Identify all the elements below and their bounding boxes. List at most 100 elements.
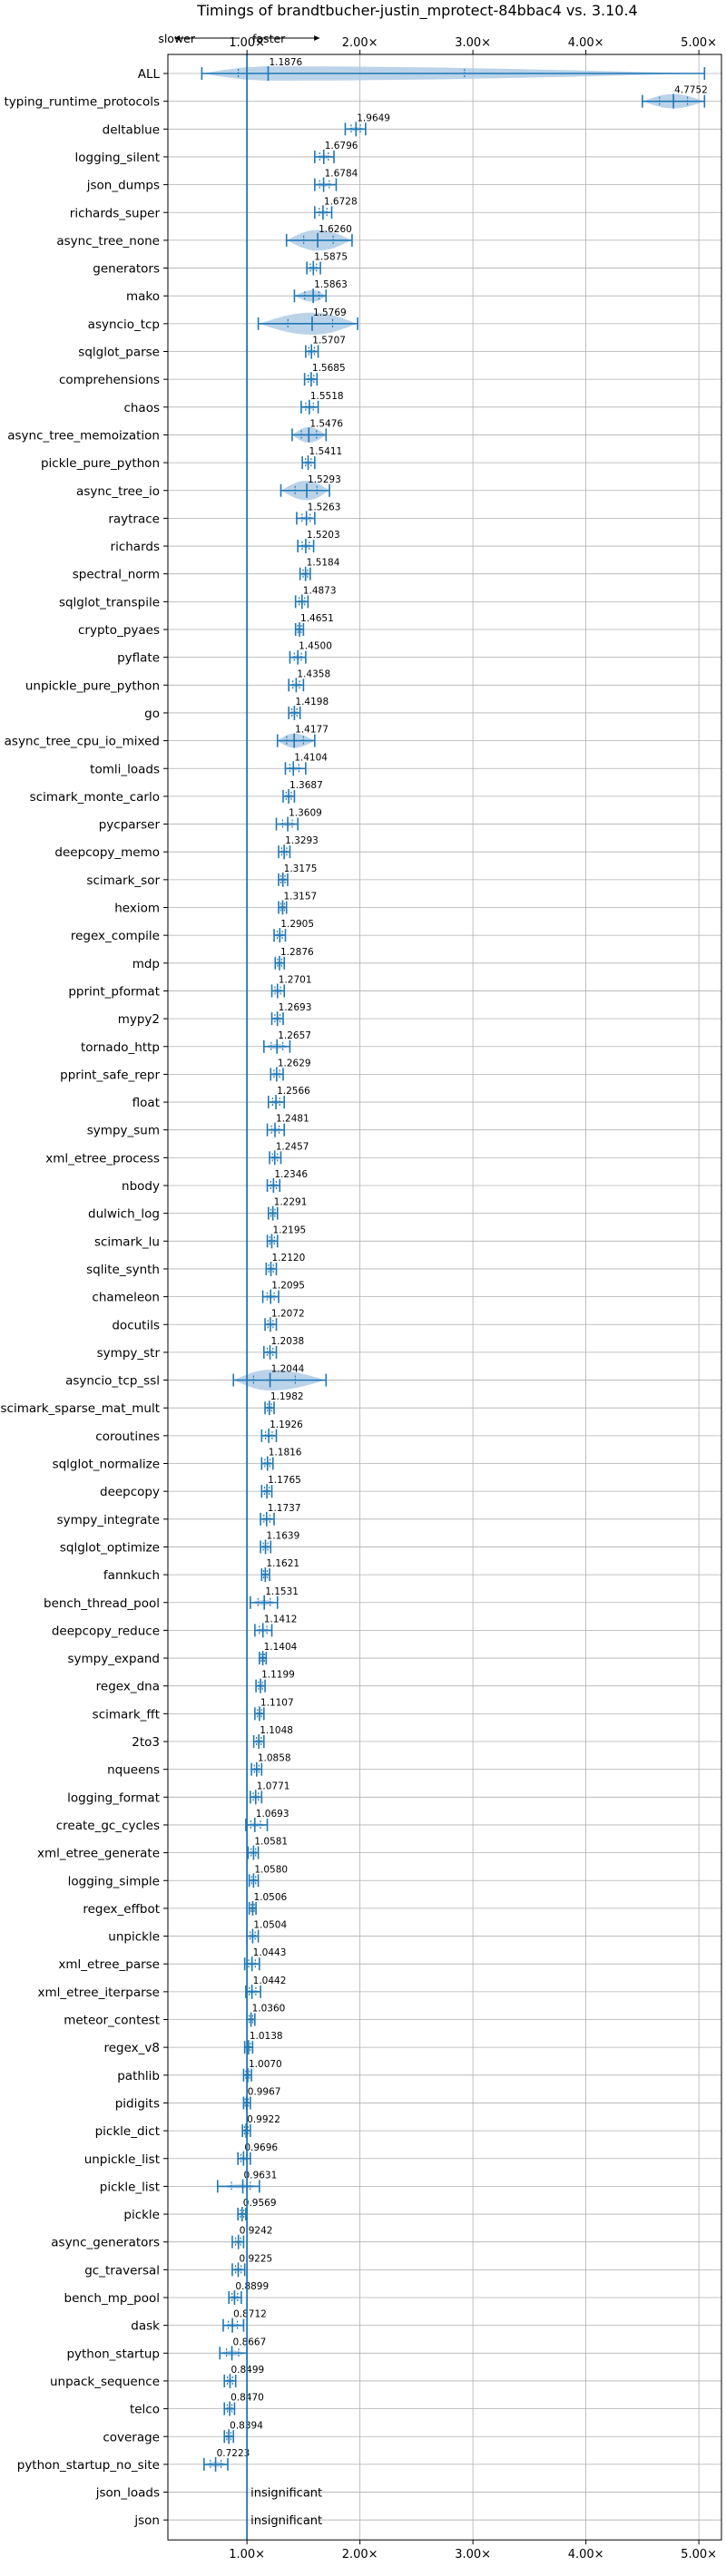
category-label: go <box>144 707 160 721</box>
category-label: tomli_loads <box>90 762 160 776</box>
value-label: 1.0443 <box>253 1947 287 1958</box>
value-label: 0.9569 <box>243 2198 277 2209</box>
value-label: 1.2905 <box>280 919 314 930</box>
x-tick-label-bottom: 2.00× <box>342 2548 378 2561</box>
category-label: create_gc_cycles <box>56 1819 160 1833</box>
category-label: deepcopy_memo <box>54 845 160 860</box>
value-label: 1.2120 <box>272 1253 306 1264</box>
value-label: 4.7752 <box>674 85 708 96</box>
value-label: 1.9649 <box>357 112 390 123</box>
category-label: nqueens <box>107 1763 160 1778</box>
value-label: 1.1048 <box>260 1725 293 1736</box>
value-label: 1.2876 <box>280 947 314 958</box>
value-label: 0.7223 <box>217 2448 250 2459</box>
category-label: scimark_sor <box>86 873 160 888</box>
category-label: regex_v8 <box>103 2041 160 2055</box>
value-label: 1.5769 <box>313 307 347 318</box>
faster-arrowhead <box>314 35 320 41</box>
value-label: 1.5184 <box>307 558 340 569</box>
category-label: regex_effbot <box>83 1902 160 1917</box>
value-label: 1.0070 <box>249 2059 282 2070</box>
value-label: 0.8899 <box>235 2281 269 2292</box>
value-label: 1.4104 <box>294 752 328 763</box>
value-label: 1.0771 <box>257 1781 290 1791</box>
x-tick-label-bottom: 4.00× <box>568 2548 604 2561</box>
category-label: python_startup_no_site <box>17 2458 160 2473</box>
value-label: 1.2693 <box>279 1002 312 1013</box>
category-label: richards_super <box>70 206 161 220</box>
value-label: 1.1737 <box>268 1503 301 1514</box>
category-label: unpickle_list <box>84 2152 160 2167</box>
value-label: 1.4651 <box>300 613 334 624</box>
category-label: telco <box>130 2403 160 2417</box>
value-label: 0.9242 <box>240 2226 273 2237</box>
category-label: unpickle_pure_python <box>25 678 160 693</box>
category-label: typing_runtime_protocols <box>5 95 161 110</box>
value-label: 1.2629 <box>278 1058 311 1068</box>
category-label: chameleon <box>92 1291 160 1305</box>
value-label: 1.0360 <box>252 2004 286 2015</box>
category-label: coroutines <box>95 1429 160 1444</box>
category-label: ALL <box>138 67 161 82</box>
category-label: xml_etree_generate <box>37 1847 160 1861</box>
value-label: 1.6728 <box>324 196 358 207</box>
value-label: 1.6260 <box>319 224 352 235</box>
category-label: dulwich_log <box>88 1207 160 1222</box>
category-label: asyncio_tcp <box>88 317 160 332</box>
value-label: 1.0138 <box>250 2031 283 2042</box>
category-label: sympy_sum <box>87 1124 160 1138</box>
x-tick-label-top: 1.00× <box>229 36 265 50</box>
category-label: async_generators <box>51 2236 160 2250</box>
category-label: docutils <box>112 1318 160 1332</box>
value-label: 1.3687 <box>289 780 323 791</box>
category-label: deepcopy <box>100 1485 160 1499</box>
value-label: 0.8712 <box>233 2309 267 2320</box>
category-label: mako <box>126 289 160 304</box>
value-label: 1.2038 <box>271 1336 305 1347</box>
category-label: json <box>133 2513 160 2528</box>
category-label: deepcopy_reduce <box>52 1624 160 1638</box>
value-label: 1.2566 <box>277 1086 310 1097</box>
direction-hint: slower faster <box>158 32 320 45</box>
category-label: hexiom <box>114 902 160 916</box>
value-label: 1.2701 <box>279 974 312 985</box>
value-label: 1.2072 <box>271 1308 305 1319</box>
category-label: richards <box>111 540 160 554</box>
value-label: 1.2044 <box>271 1364 305 1375</box>
value-label: 1.5203 <box>307 530 340 541</box>
category-label: meteor_contest <box>64 2014 160 2028</box>
category-label: pycparser <box>99 818 161 833</box>
value-label: 1.5863 <box>314 279 348 290</box>
value-label: 1.5518 <box>310 391 344 402</box>
x-tick-label-bottom: 1.00× <box>229 2548 265 2561</box>
category-label: pyflate <box>117 651 160 666</box>
category-label: scimark_lu <box>94 1234 160 1249</box>
insignificant-label: insignificant <box>250 2487 322 2501</box>
category-label: pathlib <box>117 2069 160 2083</box>
category-label: logging_simple <box>68 1874 160 1888</box>
value-label: 1.0504 <box>253 1920 287 1931</box>
category-label: 2to3 <box>132 1735 160 1750</box>
value-label: 1.1639 <box>267 1530 300 1541</box>
value-label: 1.1926 <box>270 1420 303 1430</box>
value-label: 1.5476 <box>309 418 343 429</box>
category-label: sympy_expand <box>67 1652 160 1666</box>
category-label: asyncio_tcp_ssl <box>65 1374 160 1389</box>
value-label: 1.3157 <box>283 892 317 903</box>
slower-arrowhead <box>174 35 181 41</box>
value-label: 1.1404 <box>264 1642 298 1653</box>
category-label: json_dumps <box>86 179 160 193</box>
value-label: 1.2346 <box>274 1169 308 1180</box>
insignificant-label: insignificant <box>250 2514 322 2528</box>
value-label: 1.3175 <box>284 864 318 874</box>
category-label: deltablue <box>103 122 160 137</box>
category-label: pickle_pure_python <box>41 456 160 471</box>
value-label: 1.5685 <box>312 363 346 374</box>
category-label: generators <box>93 262 160 277</box>
category-label: regex_compile <box>71 929 160 943</box>
value-label: 1.0506 <box>253 1892 287 1903</box>
category-label: mdp <box>132 957 160 971</box>
value-label: 1.5411 <box>309 446 343 457</box>
category-label: sqlglot_optimize <box>60 1540 160 1555</box>
